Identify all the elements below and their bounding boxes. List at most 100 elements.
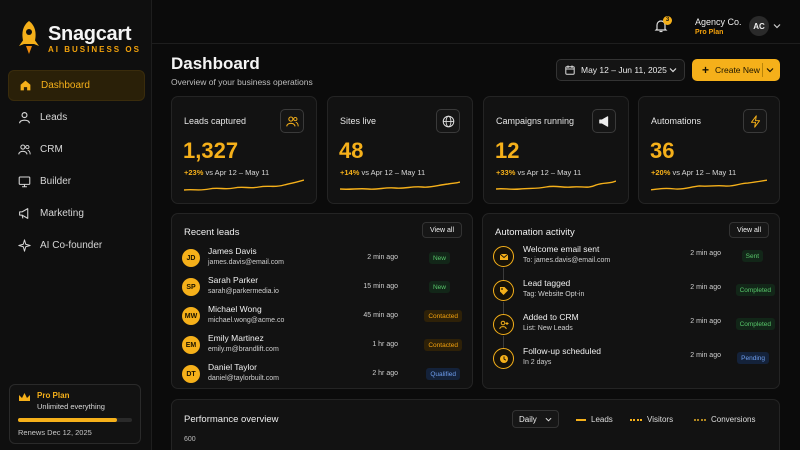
view-all-button[interactable]: View all — [422, 222, 462, 238]
legend-item-conversions[interactable]: Conversions — [694, 415, 755, 424]
chevron-down-icon — [545, 417, 552, 422]
lead-email: james.davis@email.com — [208, 259, 284, 266]
plan-usage-bar — [18, 418, 132, 422]
plan-renew-date: Renews Dec 12, 2025 — [18, 428, 92, 437]
stat-compare: vs Apr 12 – May 11 — [361, 168, 426, 177]
lead-time: 45 min ago — [363, 312, 398, 319]
users-icon — [18, 144, 31, 155]
list-item[interactable]: Added to CRM List: New Leads 2 min ago C… — [493, 312, 775, 349]
sparkline — [496, 180, 616, 190]
status-badge: Contacted — [424, 310, 462, 322]
table-row[interactable]: DT Daniel Taylor daniel@taylorbuilt.com … — [182, 361, 462, 390]
legend-item-visitors[interactable]: Visitors — [630, 415, 673, 424]
tag-icon — [493, 280, 514, 301]
lead-name: Daniel Taylor — [208, 362, 257, 372]
page-title: Dashboard — [171, 54, 260, 73]
mail-icon — [493, 246, 514, 267]
plus-icon: + — [702, 63, 710, 77]
stat-delta-pct: +20% — [651, 168, 671, 177]
create-new-button[interactable]: + Create New — [692, 59, 780, 81]
stat-card-campaigns[interactable]: Campaigns running 12 +33% vs Apr 12 – Ma… — [483, 96, 629, 204]
status-badge: Qualified — [426, 368, 460, 380]
activity-detail: Tag: Website Opt-in — [523, 291, 585, 298]
table-row[interactable]: SP Sarah Parker sarah@parkermedia.io 15 … — [182, 274, 462, 303]
chevron-down-icon[interactable] — [766, 66, 774, 74]
sidebar-item-ai-cofounder[interactable]: AI Co-founder — [8, 230, 145, 261]
list-item[interactable]: Follow-up scheduled In 2 days 2 min ago … — [493, 346, 773, 382]
date-range-picker[interactable]: May 12 – Jun 11, 2025 — [556, 59, 685, 81]
recent-leads-panel: Recent leads View all JD James Davis jam… — [171, 213, 473, 389]
plan-usage-fill — [18, 418, 118, 422]
stat-card-sites[interactable]: Sites live 48 +14% vs Apr 12 – May 11 — [327, 96, 473, 204]
activity-title: Welcome email sent — [523, 244, 600, 254]
sparkle-icon — [18, 239, 31, 252]
period-select[interactable]: Daily — [512, 410, 559, 428]
avatar: SP — [182, 278, 200, 296]
chevron-down-icon[interactable] — [773, 22, 781, 30]
bell-icon[interactable] — [654, 19, 668, 33]
sidebar-item-leads[interactable]: Leads — [8, 102, 145, 133]
crown-icon — [19, 393, 30, 401]
lead-time: 1 hr ago — [372, 341, 398, 348]
stat-card-leads[interactable]: Leads captured 1,327 +23% vs Apr 12 – Ma… — [171, 96, 317, 204]
lead-name: James Davis — [208, 246, 257, 256]
stat-delta-pct: +23% — [184, 168, 204, 177]
activity-detail: List: New Leads — [523, 325, 573, 332]
table-row[interactable]: EM Emily Martinez emily.m@brandlift.com … — [182, 332, 462, 361]
plan-subtitle: Unlimited everything — [37, 402, 105, 411]
status-badge: Completed — [735, 318, 775, 330]
list-item[interactable]: Lead tagged Tag: Website Opt-in 2 min ag… — [493, 278, 775, 315]
sidebar-item-label: Builder — [40, 176, 72, 187]
sidebar-item-builder[interactable]: Builder — [8, 166, 145, 197]
timeline-connector — [503, 268, 504, 281]
create-new-label: Create New — [715, 65, 760, 75]
activity-title: Added to CRM — [523, 312, 579, 322]
home-icon — [20, 80, 31, 91]
account-menu[interactable]: Agency Co. Pro Plan — [695, 17, 742, 36]
view-all-button[interactable]: View all — [729, 222, 769, 238]
avatar: JD — [182, 249, 200, 267]
legend-swatch — [694, 418, 706, 421]
table-row[interactable]: JD James Davis james.davis@email.com 2 m… — [182, 245, 462, 274]
sidebar-item-marketing[interactable]: Marketing — [8, 198, 145, 229]
sidebar-nav: Dashboard Leads CRM Builder Marketing AI… — [8, 70, 145, 262]
sidebar-item-label: Dashboard — [41, 80, 90, 91]
period-select-value: Daily — [519, 414, 537, 424]
user-plus-icon — [493, 314, 514, 335]
sidebar-item-crm[interactable]: CRM — [8, 134, 145, 165]
stat-compare: vs Apr 12 – May 11 — [205, 168, 270, 177]
brand-tagline: AI BUSINESS OS — [48, 44, 141, 54]
panel-title: Recent leads — [184, 227, 240, 238]
legend-item-leads[interactable]: Leads — [576, 415, 613, 424]
avatar[interactable]: AC — [749, 16, 769, 36]
bolt-icon — [743, 109, 767, 133]
activity-title: Lead tagged — [523, 278, 571, 288]
list-item[interactable]: Welcome email sent To: james.davis@email… — [493, 244, 773, 281]
brand-logo[interactable]: Snagcart AI BUSINESS OS — [16, 20, 141, 56]
sidebar: Snagcart AI BUSINESS OS Dashboard Leads … — [0, 0, 152, 450]
status-badge: Completed — [735, 284, 775, 296]
sparkline — [651, 179, 767, 191]
plan-title: Pro Plan — [37, 391, 70, 400]
stat-value: 36 — [650, 138, 675, 163]
globe-icon — [436, 109, 460, 133]
sidebar-item-label: Marketing — [40, 208, 84, 219]
activity-detail: To: james.davis@email.com — [523, 257, 611, 264]
lead-email: sarah@parkermedia.io — [208, 288, 279, 295]
table-row[interactable]: MW Michael Wong michael.wong@acme.co 45 … — [182, 303, 462, 332]
sidebar-item-label: Leads — [40, 112, 68, 123]
stat-delta: +14% vs Apr 12 – May 11 — [340, 168, 425, 177]
plan-card[interactable]: Pro Plan Unlimited everything Renews Dec… — [9, 384, 141, 444]
status-badge: New — [428, 252, 450, 264]
stat-delta-pct: +14% — [340, 168, 360, 177]
legend-label: Conversions — [711, 415, 756, 424]
activity-detail: In 2 days — [523, 359, 552, 366]
button-divider — [762, 63, 763, 77]
sidebar-item-dashboard[interactable]: Dashboard — [8, 70, 145, 101]
calendar-icon — [565, 65, 575, 75]
stat-card-automations[interactable]: Automations 36 +20% vs Apr 12 – May 11 — [638, 96, 780, 204]
avatar: MW — [182, 307, 200, 325]
automation-activity-panel: Automation activity View all Welcome ema… — [482, 213, 780, 389]
panel-title: Automation activity — [495, 227, 575, 238]
account-plan: Pro Plan — [695, 29, 724, 36]
